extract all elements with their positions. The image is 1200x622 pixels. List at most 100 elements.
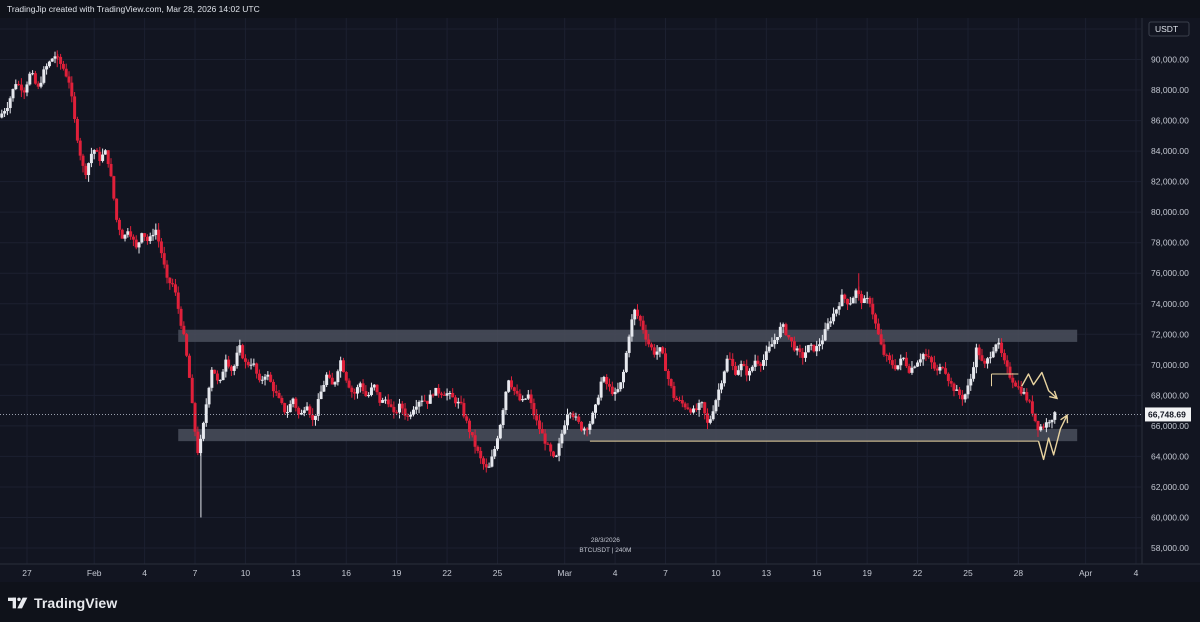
candle-body-down: [131, 236, 135, 240]
candle-body-up: [1044, 422, 1048, 428]
x-tick-label: 13: [291, 568, 301, 578]
candle-body-down: [960, 394, 964, 400]
candle-body-down: [812, 344, 816, 352]
candle-body-up: [739, 363, 743, 371]
y-tick-label: 76,000.00: [1151, 268, 1189, 278]
candle-body-up: [47, 61, 51, 67]
candle-body-down: [344, 372, 348, 381]
candle-body-down: [537, 420, 541, 430]
candle-body-down: [176, 292, 180, 309]
candle-body-down: [431, 394, 435, 396]
projection-arrowhead: [1060, 413, 1069, 424]
candle-body-up: [840, 294, 844, 307]
candle-body-up: [372, 384, 376, 388]
x-tick-label: 16: [342, 568, 352, 578]
candle-body-down: [1005, 360, 1009, 367]
y-tick-label: 64,000.00: [1151, 451, 1189, 461]
candle-body-up: [523, 398, 527, 400]
candle-body-up: [991, 351, 995, 358]
candle-body-down: [129, 231, 133, 237]
candle-body-up: [826, 323, 830, 330]
candle-body-down: [470, 432, 474, 436]
candle-body-down: [297, 407, 301, 415]
candle-body-down: [109, 163, 113, 177]
candle-body-up: [224, 359, 228, 372]
candle-body-down: [134, 239, 138, 248]
candle-body-up: [770, 344, 774, 347]
candle-body-down: [1030, 401, 1034, 414]
candle-body-down: [666, 370, 670, 380]
x-tick-label: 25: [963, 568, 973, 578]
candle-body-down: [425, 400, 429, 404]
candle-body-down: [274, 391, 278, 393]
candle-body-down: [283, 403, 287, 413]
candle-body-up: [762, 360, 766, 366]
candle-body-down: [257, 373, 261, 381]
candle-body-down: [801, 352, 805, 358]
x-tick-label: 22: [442, 568, 452, 578]
candle-body-down: [1014, 382, 1018, 387]
candle-body-down: [227, 359, 231, 367]
y-tick-label: 84,000.00: [1151, 146, 1189, 156]
candle-body-down: [792, 341, 796, 351]
x-tick-label: 4: [1134, 568, 1139, 578]
candle-body-up: [781, 324, 785, 327]
y-tick-label: 70,000.00: [1151, 360, 1189, 370]
candle-body-down: [255, 363, 259, 374]
candle-body-up: [692, 408, 696, 413]
candle-body-down: [638, 315, 642, 321]
candlestick-chart[interactable]: 92,000.0090,000.0088,000.0086,000.0084,0…: [0, 18, 1200, 582]
candle-body-down: [669, 379, 673, 387]
candle-body-up: [776, 337, 780, 341]
candle-body-up: [137, 242, 141, 248]
tradingview-logo-icon: [8, 597, 28, 609]
chart-frame[interactable]: 92,000.0090,000.0088,000.0086,000.0084,0…: [0, 18, 1200, 582]
candle-body-down: [36, 83, 40, 87]
candle-body-down: [518, 393, 522, 401]
candle-body-up: [986, 358, 990, 364]
candle-body-up: [235, 352, 239, 367]
x-tick-label: 22: [913, 568, 923, 578]
x-tick-label: 16: [812, 568, 822, 578]
candle-body-down: [888, 355, 892, 361]
candle-body-up: [445, 393, 449, 396]
candle-body-up: [232, 366, 236, 371]
candle-body-down: [874, 314, 878, 324]
candle-body-up: [252, 363, 256, 365]
x-tick-label: 25: [493, 568, 503, 578]
candle-body-down: [846, 298, 850, 305]
candle-body-down: [453, 397, 457, 404]
candle-body-down: [437, 387, 441, 394]
candle-body-up: [411, 409, 415, 415]
candle-body-down: [120, 229, 124, 239]
candle-body-up: [896, 365, 900, 370]
currency-label: USDT: [1155, 24, 1178, 34]
candle-body-up: [921, 354, 925, 360]
candle-body-up: [633, 309, 637, 320]
candle-body-up: [291, 398, 295, 405]
candle-body-up: [627, 336, 631, 353]
candle-body-up: [918, 359, 922, 363]
x-tick-label: 19: [862, 568, 872, 578]
candle-body-down: [190, 377, 194, 404]
candle-body-up: [221, 371, 225, 381]
candle-body-down: [871, 303, 875, 315]
candle-body-down: [742, 363, 746, 366]
candle-body-down: [168, 277, 172, 284]
candle-body-down: [580, 421, 583, 431]
candle-body-down: [157, 229, 161, 242]
candle-body-down: [19, 84, 23, 91]
tradingview-brand[interactable]: TradingView: [8, 595, 117, 611]
candle-body-down: [406, 415, 410, 417]
candle-body-up: [963, 394, 967, 400]
candle-body-down: [22, 90, 26, 93]
candle-body-up: [720, 383, 724, 390]
x-tick-label: Feb: [87, 568, 102, 578]
candle-body-down: [229, 366, 233, 371]
candle-body-up: [154, 229, 158, 235]
candle-body-down: [694, 408, 698, 411]
candle-body-down: [798, 348, 802, 353]
candle-body-up: [316, 399, 320, 416]
candle-body-up: [862, 298, 866, 303]
candle-body-up: [8, 98, 12, 109]
